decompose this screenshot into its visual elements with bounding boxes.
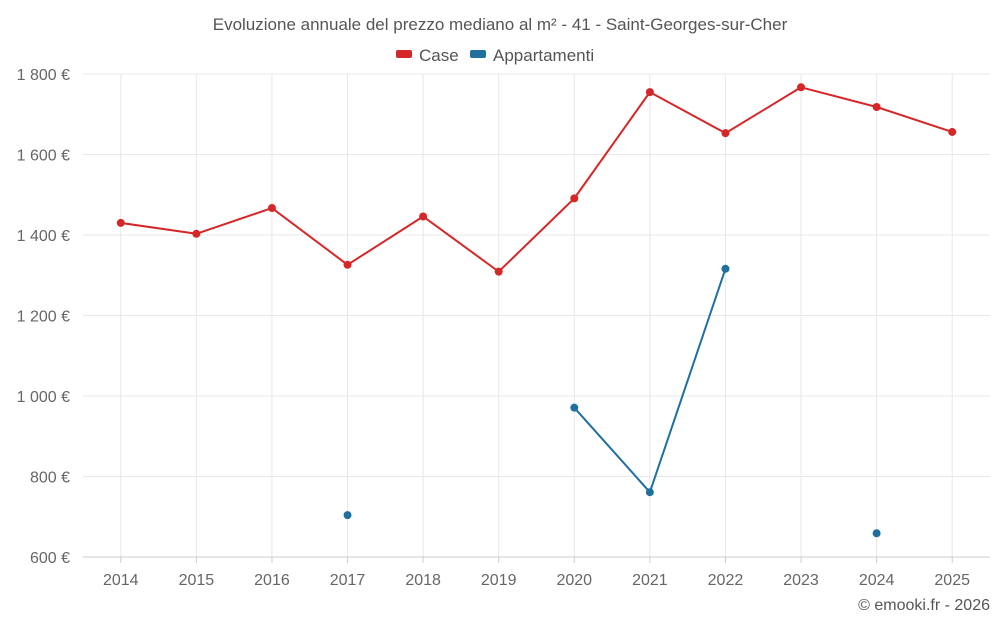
y-tick-label: 1 800 € (17, 67, 70, 84)
data-point-case-2024[interactable] (872, 103, 881, 112)
y-tick-label: 1 400 € (17, 228, 70, 245)
data-point-appartamenti-2021[interactable] (645, 488, 654, 497)
x-tick-label: 2021 (632, 572, 668, 589)
legend-swatch-appartamenti (470, 50, 486, 58)
x-tick-label: 2017 (330, 572, 366, 589)
y-tick-label: 1 600 € (17, 148, 70, 165)
data-point-appartamenti-2020[interactable] (570, 403, 579, 412)
plot-area (116, 83, 957, 538)
x-tick-label: 2014 (103, 572, 139, 589)
series-appartamenti (343, 264, 881, 538)
series-case (116, 83, 957, 276)
data-point-appartamenti-2017[interactable] (343, 511, 352, 520)
data-point-case-2023[interactable] (797, 83, 806, 92)
data-point-case-2014[interactable] (116, 218, 125, 227)
x-tick-label: 2016 (254, 572, 290, 589)
data-point-case-2020[interactable] (570, 194, 579, 203)
data-point-appartamenti-2022[interactable] (721, 264, 730, 273)
data-point-case-2015[interactable] (192, 229, 201, 238)
x-tick-label: 2018 (405, 572, 441, 589)
data-point-case-2022[interactable] (721, 129, 730, 138)
data-point-case-2025[interactable] (948, 127, 957, 136)
data-point-case-2016[interactable] (267, 204, 276, 213)
data-point-case-2021[interactable] (645, 88, 654, 97)
series-line-case (120, 86, 953, 273)
y-tick-label: 1 200 € (17, 309, 70, 326)
legend-swatch-case (396, 50, 412, 58)
chart-title: Evoluzione annuale del prezzo mediano al… (213, 15, 788, 34)
legend-label-case: Case (419, 46, 459, 65)
y-tick-label: 600 € (30, 550, 70, 567)
legend-label-appartamenti: Appartamenti (493, 46, 594, 65)
legend-item-case[interactable]: Case (396, 46, 459, 65)
axes: 600 € 800 € 1 000 € 1 200 € 1 400 € 1 600 € 1 … (17, 67, 990, 589)
grid (83, 73, 990, 557)
x-tick-label: 2020 (556, 572, 592, 589)
data-point-case-2018[interactable] (419, 212, 428, 221)
x-tick-label: 2015 (179, 572, 215, 589)
y-tick-label: 1 000 € (17, 389, 70, 406)
x-tick-label: 2025 (934, 572, 970, 589)
data-point-case-2017[interactable] (343, 260, 352, 269)
legend: Case Appartamenti (396, 46, 594, 65)
y-tick-label: 800 € (30, 470, 70, 487)
legend-item-appartamenti[interactable]: Appartamenti (470, 46, 594, 65)
x-tick-label: 2022 (708, 572, 744, 589)
x-tick-label: 2023 (783, 572, 819, 589)
data-point-appartamenti-2024[interactable] (872, 529, 881, 538)
data-point-case-2019[interactable] (494, 267, 503, 276)
credit-text: © emooki.fr - 2026 (858, 597, 990, 614)
x-tick-label: 2019 (481, 572, 517, 589)
x-tick-label: 2024 (859, 572, 895, 589)
